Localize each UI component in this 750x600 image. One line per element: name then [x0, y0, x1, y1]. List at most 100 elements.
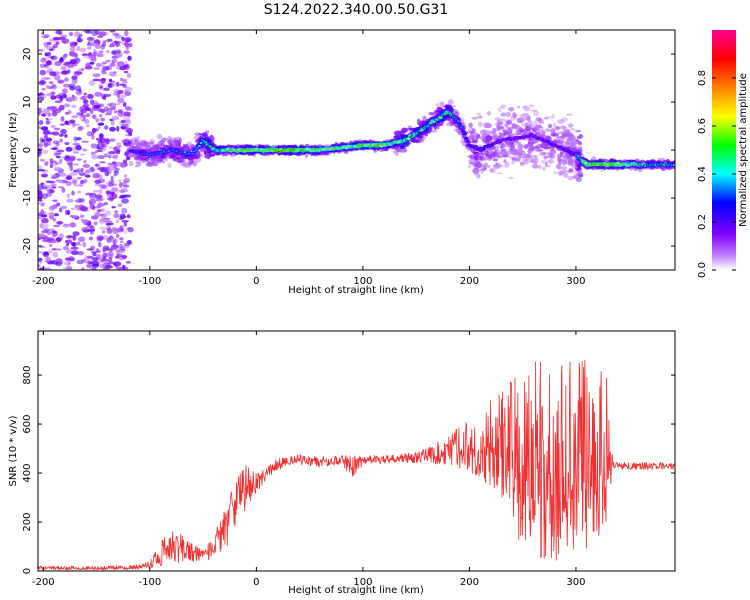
noise-blob	[106, 197, 115, 201]
noise-blob	[65, 242, 70, 247]
noise-blob	[98, 50, 104, 53]
noise-blob	[55, 41, 60, 45]
spectral-blob	[547, 159, 554, 164]
noise-blob	[88, 236, 94, 241]
spectral-blob	[185, 164, 191, 169]
spectral-blob	[574, 129, 582, 133]
noise-blob	[86, 36, 93, 41]
noise-blob	[103, 106, 110, 111]
x-tick-label: -200	[32, 276, 55, 287]
spectral-blob	[172, 141, 179, 147]
noise-blob	[63, 83, 70, 88]
noise-blob	[40, 58, 47, 63]
noise-blob	[124, 30, 129, 37]
spectral-blob	[557, 131, 564, 135]
noise-blob	[76, 112, 82, 116]
noise-blob	[104, 210, 112, 216]
spectral-blob	[417, 118, 421, 124]
noise-blob	[117, 145, 122, 148]
noise-blob	[54, 100, 63, 104]
noise-blob	[40, 126, 49, 131]
spectral-blob	[509, 144, 514, 148]
spectral-blob	[546, 129, 550, 133]
spectral-blob	[371, 147, 375, 150]
spectral-blob	[521, 158, 529, 162]
noise-blob	[63, 223, 70, 227]
noise-blob	[114, 227, 122, 233]
spectral-blob	[471, 116, 479, 120]
colorbar-tick-label: 0.2	[697, 214, 708, 230]
noise-blob	[105, 222, 111, 226]
spectral-blob	[471, 128, 476, 133]
noise-blob	[123, 111, 130, 117]
noise-blob	[121, 36, 125, 41]
spectral-blob	[531, 154, 538, 158]
spectral-blob	[519, 161, 526, 167]
noise-blob	[92, 251, 97, 257]
noise-blob	[121, 123, 129, 127]
spectral-blob	[482, 129, 488, 134]
spectral-blob	[535, 144, 543, 149]
spectral-blob	[474, 172, 478, 176]
noise-blob	[56, 149, 65, 153]
noise-blob	[39, 137, 44, 143]
noise-blob	[123, 64, 129, 68]
noise-blob	[57, 79, 65, 84]
noise-blob	[89, 198, 97, 205]
noise-blob	[97, 108, 103, 113]
noise-blob	[109, 237, 117, 243]
spectral-blob	[493, 154, 501, 160]
noise-blob	[117, 203, 123, 207]
noise-blob	[71, 75, 78, 80]
noise-blob	[66, 159, 73, 166]
y-tick-label: 400	[22, 463, 33, 482]
noise-blob	[114, 210, 119, 214]
noise-blob	[82, 241, 87, 248]
noise-blob	[39, 80, 47, 85]
noise-blob	[102, 267, 110, 270]
noise-blob	[89, 194, 96, 200]
noise-blob	[126, 214, 131, 219]
noise-blob	[82, 148, 88, 152]
spectral-blob	[532, 110, 540, 117]
noise-blob	[121, 198, 129, 204]
spectral-blob	[507, 142, 514, 146]
noise-blob	[48, 244, 53, 247]
noise-blob	[97, 174, 103, 179]
noise-blob	[121, 81, 128, 84]
noise-blob	[51, 46, 56, 51]
noise-blob	[119, 77, 124, 82]
spectral-blob	[547, 123, 553, 129]
spectral-blob	[403, 147, 407, 153]
spectral-blob	[578, 146, 583, 152]
noise-blob	[80, 214, 85, 218]
noise-blob	[87, 41, 91, 46]
snr-x-ticks: -200 -100 0 100 200 300	[32, 331, 585, 588]
noise-blob	[67, 175, 72, 180]
noise-blob	[81, 140, 89, 143]
snr-panel: -200 -100 0 100 200 300 0 200 400 600 800 Height …	[8, 330, 676, 596]
noise-blob	[65, 146, 73, 152]
y-tick-label: 20	[22, 48, 33, 61]
spectral-blob	[518, 144, 523, 149]
noise-blob	[52, 218, 57, 222]
noise-blob	[94, 163, 101, 168]
spectral-blob	[188, 161, 192, 165]
noise-blob	[88, 80, 96, 86]
colorbar-gradient	[712, 30, 736, 270]
ridge-core	[466, 140, 470, 143]
noise-blob	[105, 59, 111, 63]
spectral-blob	[203, 134, 208, 138]
noise-blob	[92, 267, 96, 270]
spectral-blob	[199, 148, 207, 151]
noise-blob	[89, 203, 95, 210]
noise-blob	[115, 266, 124, 270]
noise-blob	[114, 34, 122, 39]
noise-blob	[100, 197, 105, 200]
noise-blob	[121, 182, 127, 187]
noise-blob	[76, 158, 83, 161]
spectral-blob	[499, 144, 506, 151]
noise-blob	[49, 105, 58, 110]
noise-blob	[39, 267, 44, 270]
x-tick-label: -200	[32, 577, 55, 588]
